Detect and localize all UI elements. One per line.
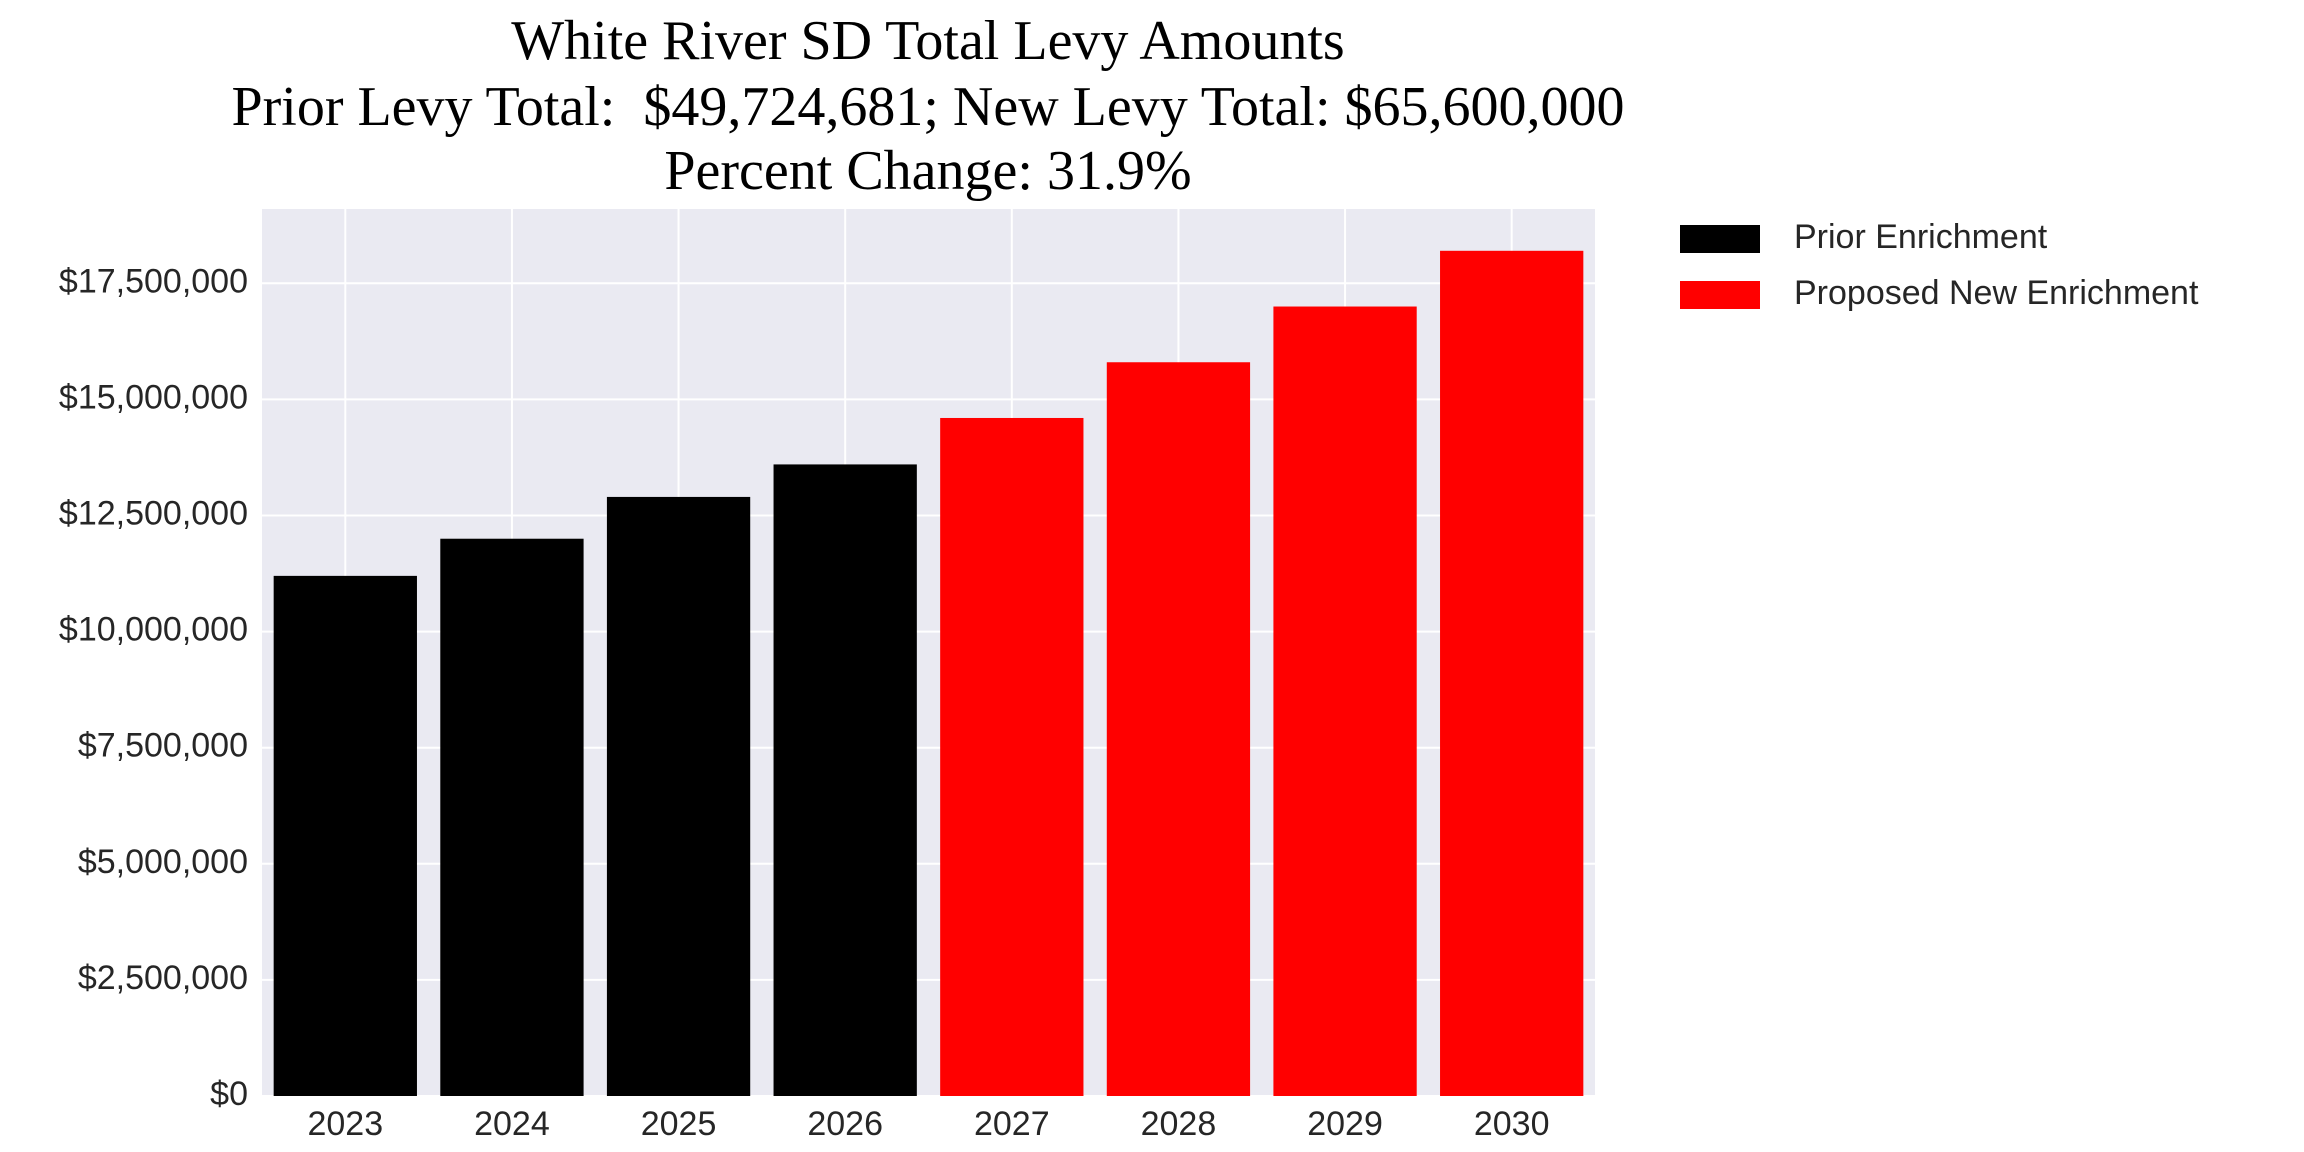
x-tick-label: 2028 [1141, 1105, 1217, 1143]
bar [1106, 362, 1251, 1096]
x-tick-label: 2027 [974, 1105, 1050, 1143]
bar [440, 538, 584, 1096]
y-tick-label: $5,000,000 [78, 843, 248, 881]
x-tick-label: 2029 [1307, 1105, 1383, 1143]
y-tick-label: $15,000,000 [59, 378, 248, 416]
x-tick-label: 2025 [641, 1105, 717, 1143]
legend-swatch [1680, 281, 1760, 309]
bar [606, 496, 751, 1096]
x-tick-label: 2024 [474, 1105, 550, 1143]
chart-title: White River SD Total Levy Amounts [511, 10, 1344, 72]
y-tick-label: $12,500,000 [59, 494, 248, 532]
bar [1440, 250, 1584, 1097]
legend-swatch [1680, 225, 1760, 253]
chart-subtitle: Percent Change: 31.9% [664, 140, 1191, 202]
chart-subtitle: Prior Levy Total: $49,724,681; New Levy … [231, 76, 1624, 138]
y-tick-label: $2,500,000 [78, 959, 248, 997]
legend-label: Prior Enrichment [1794, 218, 2048, 256]
x-tick-label: 2030 [1474, 1105, 1550, 1143]
bar [940, 417, 1084, 1096]
y-tick-label: $7,500,000 [78, 727, 248, 765]
bar [273, 575, 417, 1096]
bar [773, 464, 917, 1097]
y-tick-label: $0 [210, 1075, 248, 1113]
legend-label: Proposed New Enrichment [1794, 274, 2199, 312]
y-tick-label: $17,500,000 [59, 262, 248, 300]
x-tick-label: 2023 [307, 1105, 383, 1143]
y-tick-label: $10,000,000 [59, 611, 248, 649]
bar [1273, 306, 1417, 1096]
x-tick-label: 2026 [807, 1105, 883, 1143]
